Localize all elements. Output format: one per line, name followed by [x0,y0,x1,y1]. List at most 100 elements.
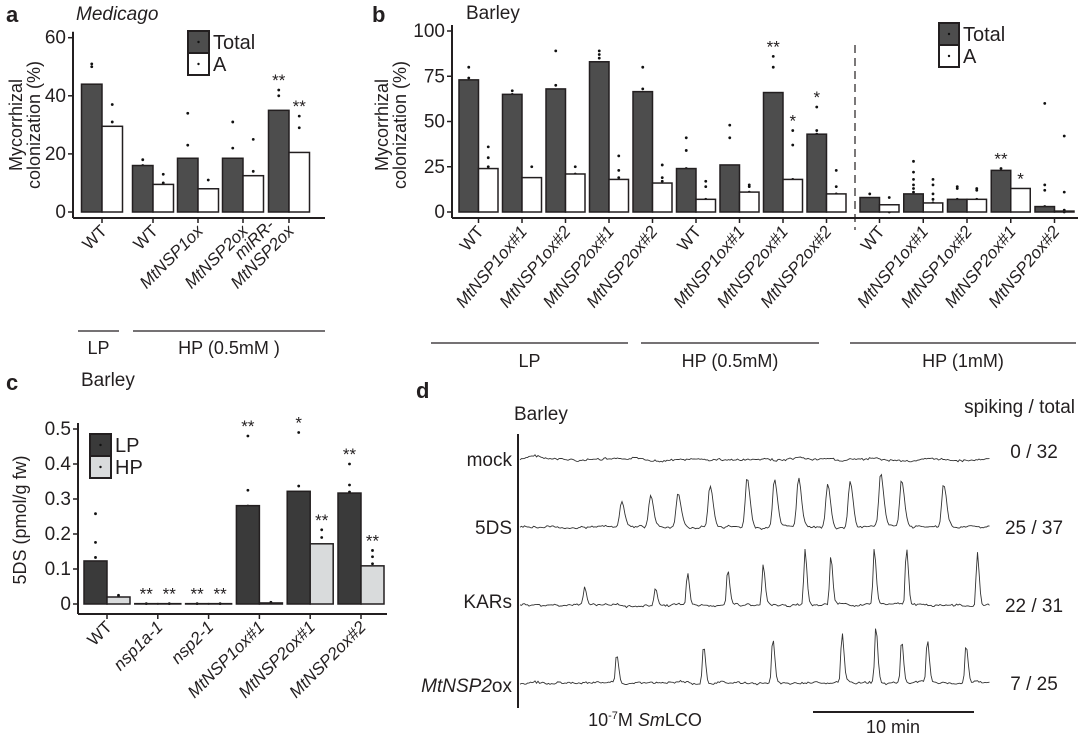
y-tick-label: 0 [434,202,445,223]
treatment-species: Sm [638,710,665,730]
trace-label: MtNSP2ox [421,676,512,697]
data-point [554,83,558,87]
data-point [684,149,688,152]
bar-total [903,193,924,213]
bar-total [990,169,1012,213]
bar-a [242,174,265,213]
x-tick-label: WT [84,617,116,649]
y-tick-label: 60 [45,28,66,49]
legend-point [99,443,102,447]
scale-bar-label: 10 min [866,717,920,737]
legend-label: HP [115,457,143,479]
legend-point [197,62,200,66]
data-point [931,192,935,196]
data-point [834,168,838,172]
data-point [834,185,838,189]
bar-total [221,157,244,213]
data-point [231,120,235,124]
legend-label: Total [963,24,1005,46]
data-point [728,123,732,127]
data-point [161,181,165,185]
bar-hp [258,602,284,605]
data-point [297,114,301,118]
bar-total [80,83,103,213]
data-point [510,89,514,93]
x-tick-label: WT [130,221,162,253]
data-point [161,172,165,176]
data-point [791,143,795,147]
bar-total [267,109,290,213]
significance-stars: ** [366,531,380,550]
y-tick-label: 50 [424,112,445,133]
data-point [1043,188,1047,192]
bar-hp [360,565,385,605]
trace-label-rest: ox [492,676,513,697]
data-point [486,165,490,169]
panel-letter-b: b [372,2,385,27]
data-point [771,65,775,69]
y-tick-label: 0.1 [45,559,71,580]
y-axis-label: colonization (%) [390,61,410,189]
y-tick-label: 20 [45,144,66,165]
data-point [597,49,601,53]
data-point [660,163,664,167]
y-tick-label: 75 [424,66,445,87]
data-point [1043,183,1047,187]
data-point [206,178,210,182]
chart-title: Medicago [76,4,158,25]
bar-a [197,188,220,213]
bar-total [588,61,610,213]
legend-label: A [963,46,977,68]
data-point [90,65,94,69]
y-axis-label: Mycorrhizal [372,79,392,171]
spiking-ratio: 22 / 31 [1005,596,1063,617]
data-point [912,190,915,194]
legend-label: LP [115,435,139,457]
group-label: HP (1mM) [922,351,1004,371]
data-point [868,192,872,196]
spiking-ratio: 7 / 25 [1010,674,1058,695]
group-label: HP (0.5mM ) [178,338,280,358]
data-point [320,528,324,532]
trace-label: KARs [463,592,512,613]
x-tick-label: WT [857,222,889,254]
bar-lp [235,504,261,605]
bar-total [859,196,881,213]
panel-letter-d: d [416,378,429,403]
data-point [931,183,935,187]
chart-title: Barley [514,404,568,425]
bar-a [922,202,944,213]
data-point [1062,134,1066,138]
treatment-label: 10-7M SmLCO [588,710,702,730]
bar-lp [337,492,362,605]
bar-a [782,178,804,213]
bar-a [564,173,586,213]
data-point [999,167,1003,170]
data-point [297,484,301,488]
trace-label-italic: MtNSP2 [421,676,492,697]
y-axis-label: Mycorrhizal [6,79,26,171]
data-point [141,158,145,162]
data-point [815,105,819,109]
legend-point [947,54,951,58]
significance-stars: ** [140,585,154,604]
bar-total [719,164,741,213]
trace-label: mock [467,450,513,471]
y-tick-label: 100 [413,21,445,42]
data-point [90,62,94,66]
data-point [641,87,645,91]
significance-stars: ** [163,585,177,604]
bar-lp [83,560,108,605]
data-point [912,183,915,187]
data-point [371,555,374,559]
significance-stars: ** [315,511,329,530]
spiking-ratio: 0 / 32 [1010,442,1058,463]
significance-stars: ** [272,71,286,90]
data-point [704,185,708,189]
data-point [231,146,235,150]
calcium-trace [519,473,990,530]
significance-stars: ** [213,585,227,604]
data-point [975,188,979,192]
bar-a [878,204,900,213]
bar-a [1053,210,1075,213]
